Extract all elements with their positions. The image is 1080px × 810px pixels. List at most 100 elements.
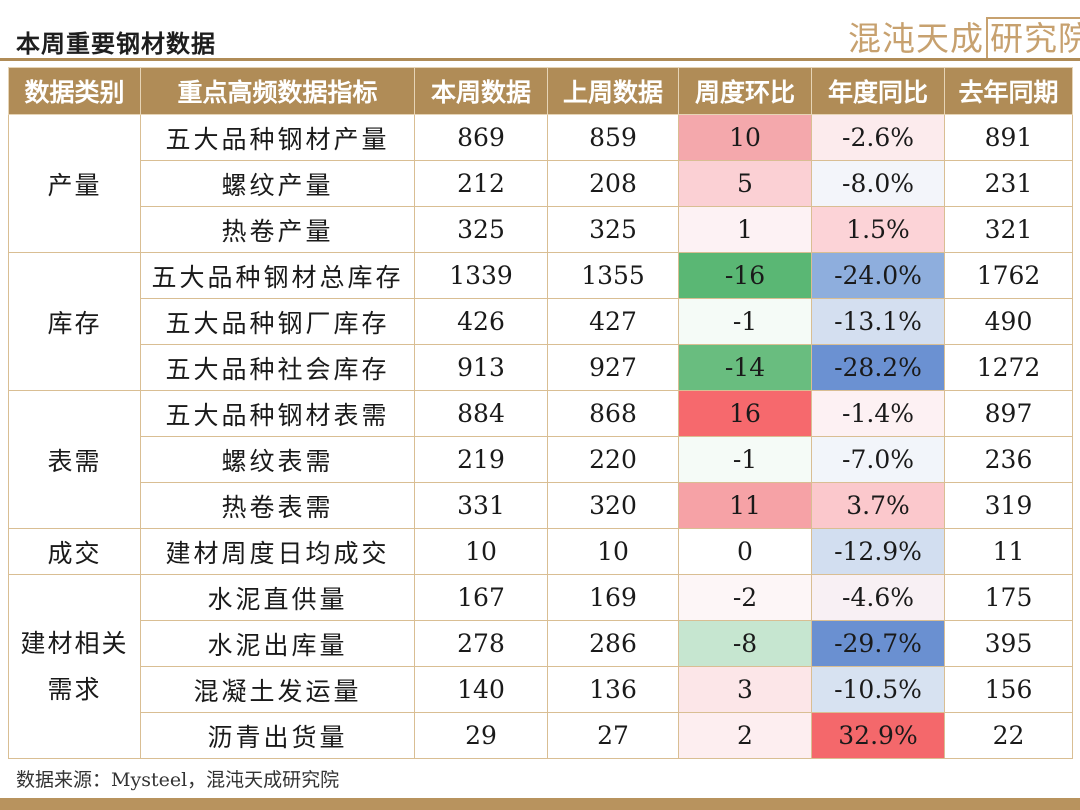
category-cell: 成交 [8, 528, 141, 575]
category-cell: 产量 [8, 114, 141, 253]
indicator-cell: 螺纹产量 [140, 160, 415, 207]
last-week-cell: 868 [547, 390, 679, 437]
table-row: 热卷产量 325 325 1 1.5% 321 [9, 206, 1073, 253]
last-year-cell: 319 [944, 482, 1073, 529]
indicator-cell: 五大品种钢材产量 [140, 114, 415, 161]
this-week-cell: 331 [414, 482, 548, 529]
last-week-cell: 427 [547, 298, 679, 345]
yoy-cell: -12.9% [811, 528, 945, 575]
yoy-cell: 3.7% [811, 482, 945, 529]
last-year-cell: 321 [944, 206, 1073, 253]
indicator-cell: 五大品种社会库存 [140, 344, 415, 391]
last-week-cell: 27 [547, 712, 679, 759]
wow-cell: -16 [678, 252, 812, 299]
table-row: 产量 五大品种钢材产量 869 859 10 -2.6% 891 [8, 114, 1073, 253]
category-line: 建材相关 [20, 628, 129, 658]
last-year-cell: 891 [944, 114, 1073, 161]
last-year-cell: 897 [944, 390, 1073, 437]
last-week-cell: 10 [547, 528, 679, 575]
category-cell: 建材相关 需求 [8, 574, 141, 759]
yoy-cell: -10.5% [811, 666, 945, 713]
wow-cell: 2 [678, 712, 812, 759]
this-week-cell: 325 [414, 206, 548, 253]
header-this-week: 本周数据 [414, 67, 548, 115]
this-week-cell: 167 [414, 574, 548, 621]
table-row: 热卷表需 331 320 11 3.7% 319 [9, 482, 1073, 529]
source-note: 数据来源：Mysteel，混沌天成研究院 [16, 769, 340, 791]
last-week-cell: 220 [547, 436, 679, 483]
wow-cell: 5 [678, 160, 812, 207]
header-last-year: 去年同期 [944, 67, 1073, 115]
this-week-cell: 29 [414, 712, 548, 759]
wow-cell: -14 [678, 344, 812, 391]
wow-cell: 11 [678, 482, 812, 529]
header-wow: 周度环比 [678, 67, 812, 115]
indicator-cell: 螺纹表需 [140, 436, 415, 483]
last-week-cell: 859 [547, 114, 679, 161]
table-row: 五大品种社会库存 913 927 -14 -28.2% 1272 [9, 344, 1073, 391]
wow-cell: 1 [678, 206, 812, 253]
last-year-cell: 1272 [944, 344, 1073, 391]
wow-cell: 16 [678, 390, 812, 437]
indicator-cell: 热卷产量 [140, 206, 415, 253]
logo-boxed-text: 研究院 [986, 17, 1080, 60]
yoy-cell: -8.0% [811, 160, 945, 207]
footer-bar [0, 798, 1080, 810]
yoy-cell: -29.7% [811, 620, 945, 667]
wow-cell: -1 [678, 298, 812, 345]
this-week-cell: 278 [414, 620, 548, 667]
indicator-cell: 混凝土发运量 [140, 666, 415, 713]
yoy-cell: -13.1% [811, 298, 945, 345]
yoy-cell: 1.5% [811, 206, 945, 253]
last-year-cell: 236 [944, 436, 1073, 483]
this-week-cell: 913 [414, 344, 548, 391]
wow-cell: -1 [678, 436, 812, 483]
last-year-cell: 175 [944, 574, 1073, 621]
this-week-cell: 219 [414, 436, 548, 483]
brand-logo: 混沌天成 研究院 [848, 12, 1080, 60]
wow-cell: 0 [678, 528, 812, 575]
indicator-cell: 水泥出库量 [140, 620, 415, 667]
steel-data-table: 数据类别 重点高频数据指标 本周数据 上周数据 周度环比 年度同比 去年同期 产… [8, 67, 1073, 759]
table-header-row: 数据类别 重点高频数据指标 本周数据 上周数据 周度环比 年度同比 去年同期 [8, 67, 1073, 115]
last-year-cell: 11 [944, 528, 1073, 575]
last-week-cell: 286 [547, 620, 679, 667]
table-row: 螺纹表需 219 220 -1 -7.0% 236 [9, 436, 1073, 483]
table-row: 五大品种钢厂库存 426 427 -1 -13.1% 490 [9, 298, 1073, 345]
last-week-cell: 325 [547, 206, 679, 253]
indicator-cell: 水泥直供量 [140, 574, 415, 621]
header-last-week: 上周数据 [547, 67, 679, 115]
last-year-cell: 22 [944, 712, 1073, 759]
category-line: 需求 [47, 674, 102, 704]
table-row: 建材相关 需求 水泥直供量 167 169 -2 -4.6% 175 [8, 574, 1073, 759]
table-row: 混凝土发运量 140 136 3 -10.5% 156 [9, 666, 1073, 713]
table-row: 水泥出库量 278 286 -8 -29.7% 395 [9, 620, 1073, 667]
last-week-cell: 927 [547, 344, 679, 391]
yoy-cell: -2.6% [811, 114, 945, 161]
last-week-cell: 169 [547, 574, 679, 621]
last-week-cell: 1355 [547, 252, 679, 299]
indicator-cell: 沥青出货量 [140, 712, 415, 759]
last-year-cell: 490 [944, 298, 1073, 345]
table-row: 表需 五大品种钢材表需 884 868 16 -1.4% 897 [8, 390, 1073, 529]
this-week-cell: 212 [414, 160, 548, 207]
this-week-cell: 140 [414, 666, 548, 713]
last-year-cell: 156 [944, 666, 1073, 713]
category-cell: 表需 [8, 390, 141, 529]
yoy-cell: -4.6% [811, 574, 945, 621]
yoy-cell: -28.2% [811, 344, 945, 391]
last-year-cell: 231 [944, 160, 1073, 207]
last-week-cell: 208 [547, 160, 679, 207]
yoy-cell: 32.9% [811, 712, 945, 759]
wow-cell: 10 [678, 114, 812, 161]
last-year-cell: 1762 [944, 252, 1073, 299]
table-row: 沥青出货量 29 27 2 32.9% 22 [9, 712, 1073, 759]
last-week-cell: 136 [547, 666, 679, 713]
indicator-cell: 五大品种钢材表需 [140, 390, 415, 437]
this-week-cell: 884 [414, 390, 548, 437]
wow-cell: -2 [678, 574, 812, 621]
this-week-cell: 426 [414, 298, 548, 345]
yoy-cell: -1.4% [811, 390, 945, 437]
indicator-cell: 五大品种钢材总库存 [140, 252, 415, 299]
wow-cell: 3 [678, 666, 812, 713]
